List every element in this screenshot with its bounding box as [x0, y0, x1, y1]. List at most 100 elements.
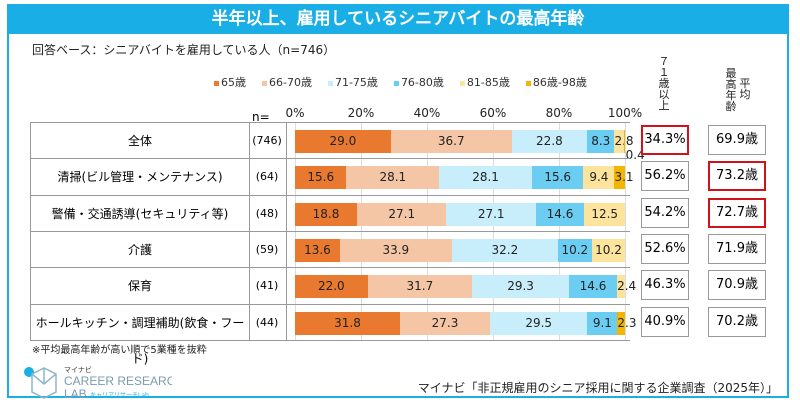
- avg-max-age-value: 72.7歳: [708, 197, 766, 228]
- data-label: 32.2: [491, 242, 519, 257]
- bar-segment: 29.5: [490, 311, 588, 335]
- table-row: ホールキッチン・調理補助(飲食・フード) (44) 31.8 27.3 29.5 9.1 2…: [30, 303, 637, 366]
- bar-segment: 14.6: [568, 275, 618, 299]
- sample-size: (746): [248, 123, 287, 159]
- data-label: 33.9: [382, 242, 410, 257]
- over71-value: 56.2%: [641, 161, 689, 192]
- legend-item: 65歳: [214, 74, 246, 90]
- sample-size: (41): [248, 268, 287, 305]
- legend-swatch: [459, 80, 465, 86]
- svg-text:キャリアリサーチLab: キャリアリサーチLab: [90, 392, 149, 399]
- over71-value: 34.3%: [641, 125, 689, 155]
- over71-header: ７１歳以上: [658, 55, 670, 112]
- bar-segment: 31.7: [367, 275, 473, 299]
- page-title: 半年以上、雇用しているシニアバイトの最高年齢: [7, 4, 789, 34]
- bar-segment: 2.8: [614, 130, 634, 153]
- bar-segment: 0.4: [623, 130, 645, 162]
- legend-item: 81-85歳: [459, 74, 510, 90]
- bar-segment: 29.0: [295, 130, 391, 153]
- avg-max-age-value: 70.9歳: [708, 270, 766, 301]
- data-label: 15.6: [307, 170, 335, 185]
- bar-segment: 28.1: [346, 166, 440, 190]
- bar-segment: 2.4: [617, 275, 636, 299]
- avg-max-age-value: 71.9歳: [708, 233, 766, 264]
- avg-max-age-value: 70.2歳: [708, 306, 766, 337]
- category-label: 介護: [30, 231, 250, 268]
- bar-segment: 10.2: [558, 238, 592, 262]
- source-citation: マイナビ「非正規雇用のシニア採用に関する企業調査（2025年）」: [417, 381, 778, 395]
- bar-segment: 27.1: [446, 202, 536, 226]
- x-tick-label: 0%: [285, 106, 305, 120]
- bar-segment: 3.1: [614, 166, 634, 190]
- bar-segment: 31.8: [295, 311, 400, 335]
- data-label: 15.6: [544, 170, 572, 185]
- svg-text:CAREER RESEARCH: CAREER RESEARCH: [64, 374, 172, 388]
- legend-swatch: [327, 80, 333, 86]
- table-row: 介護 (59) 13.6 33.9 32.2 10.2 10.2: [30, 230, 630, 268]
- category-label: 警備・交通誘導(セキュリティ等): [30, 195, 250, 232]
- bar-segment: 22.8: [511, 130, 588, 153]
- bar-segment: 27.1: [357, 202, 447, 226]
- data-label: 18.8: [312, 206, 340, 221]
- over71-value: 46.3%: [641, 270, 689, 301]
- category-label: 全体: [30, 123, 250, 159]
- bar-segment: 36.7: [390, 130, 512, 153]
- bar-segment: 22.0: [295, 275, 368, 299]
- over71-value: 54.2%: [641, 197, 689, 228]
- table-row: 保育 (41) 22.0 31.7 29.3 14.6 2.4: [30, 267, 636, 305]
- bar-segment: 10.2: [591, 238, 626, 262]
- legend-label: 65歳: [221, 76, 246, 89]
- sample-size: (64): [248, 159, 287, 196]
- x-tick-label: 40%: [413, 106, 441, 120]
- category-label: 保育: [30, 268, 250, 305]
- category-label: ホールキッチン・調理補助(飲食・フード): [30, 304, 250, 366]
- table-bottom-border: [30, 339, 630, 341]
- n-label: n=: [252, 110, 270, 124]
- bar-segment: 9.4: [583, 166, 615, 190]
- table-row: 清掃(ビル管理・メンテナンス) (64) 15.6 28.1 28.1 15.6 9.4 3.…: [30, 158, 634, 196]
- legend-swatch: [262, 80, 267, 86]
- legend-swatch: [393, 80, 399, 86]
- avg-max-age-value: 73.2歳: [708, 161, 766, 192]
- data-label: 29.0: [329, 134, 357, 148]
- data-label: 31.7: [406, 279, 434, 294]
- avg-header-b: 平均: [739, 77, 751, 101]
- footnote: ※平均最高年齢が高い順で5業種を抜粋: [32, 345, 207, 356]
- data-label: 3.1: [614, 170, 634, 185]
- bar-segment: 29.3: [472, 275, 569, 299]
- data-label: 10.2: [595, 242, 622, 257]
- over71-value: 52.6%: [641, 233, 689, 264]
- svg-text:LAB: LAB: [64, 387, 87, 400]
- career-research-lab-logo: マイナビ CAREER RESEARCH LAB キャリアリサーチLab: [22, 364, 184, 404]
- bar-segment: 15.6: [295, 166, 347, 190]
- over71-value: 40.9%: [641, 306, 689, 337]
- data-label: 27.1: [477, 206, 505, 221]
- legend-label: 66-70歳: [269, 76, 312, 89]
- data-label: 14.6: [546, 206, 574, 221]
- bar-segment: 32.2: [451, 238, 558, 262]
- x-tick-label: 80%: [545, 106, 573, 120]
- data-label: 29.5: [525, 315, 553, 330]
- x-tick-label: 100%: [607, 106, 643, 120]
- data-label: 13.6: [304, 242, 331, 257]
- avg-max-age-value: 69.9歳: [708, 125, 766, 155]
- bar-segment: 12.5: [584, 202, 626, 226]
- subtitle: 回答ベース：シニアバイトを雇用している人（n=746）: [32, 43, 336, 57]
- legend-item: 71-75歳: [327, 74, 378, 90]
- data-label: 8.3: [591, 134, 611, 148]
- data-label: 9.1: [592, 315, 612, 330]
- data-label: 0.4: [625, 148, 645, 162]
- category-label: 清掃(ビル管理・メンテナンス): [30, 159, 250, 196]
- data-label: 28.1: [379, 170, 407, 185]
- data-label: 29.3: [507, 279, 534, 294]
- data-label: 27.3: [431, 315, 459, 330]
- data-label: 10.2: [561, 242, 589, 257]
- legend-swatch: [525, 80, 531, 86]
- data-label: 36.7: [437, 134, 465, 148]
- legend-item: 66-70歳: [262, 74, 312, 90]
- legend-item: 76-80歳: [393, 74, 444, 90]
- bar-segment: 18.8: [295, 202, 358, 226]
- data-label: 2.4: [617, 279, 637, 294]
- legend-label: 71-75歳: [334, 76, 378, 89]
- table-row: 警備・交通誘導(セキュリティ等) (48) 18.8 27.1 27.1 14.6 12.5: [30, 194, 630, 232]
